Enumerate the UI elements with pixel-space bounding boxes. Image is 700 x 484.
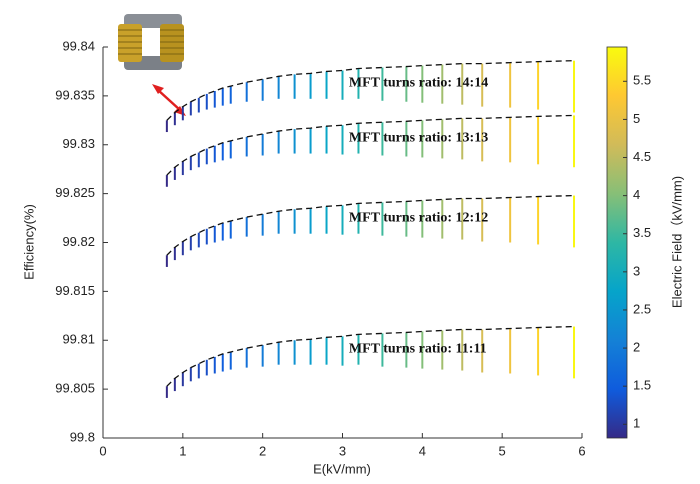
colorbar bbox=[607, 47, 627, 438]
y-tick-label: 99.825 bbox=[55, 185, 95, 200]
y-tick-label: 99.81 bbox=[62, 332, 95, 347]
x-tick-label: 1 bbox=[179, 443, 186, 458]
y-tick-label: 99.84 bbox=[62, 38, 95, 53]
y-tick-label: 99.83 bbox=[62, 136, 95, 151]
colorbar-tick-label: 2 bbox=[633, 339, 640, 354]
series-annotation: MFT turns ratio: 14:14 bbox=[349, 76, 488, 91]
y-tick-label: 99.82 bbox=[62, 234, 95, 249]
colorbar-tick-label: 3.5 bbox=[633, 225, 651, 240]
x-tick-label: 3 bbox=[339, 443, 346, 458]
x-tick-label: 4 bbox=[419, 443, 426, 458]
x-tick-label: 6 bbox=[578, 443, 585, 458]
chart: E(kV/mm) Efficiency(%) Electric Field（kV… bbox=[0, 0, 700, 484]
colorbar-tick-label: 2.5 bbox=[633, 301, 651, 316]
x-tick-label: 5 bbox=[499, 443, 506, 458]
series-annotation: MFT turns ratio: 13:13 bbox=[349, 130, 488, 145]
red-arrow bbox=[152, 84, 186, 116]
y-tick-label: 99.815 bbox=[55, 283, 95, 298]
transformer-icon bbox=[118, 14, 184, 70]
colorbar-tick-label: 1 bbox=[633, 416, 640, 431]
colorbar-tick-label: 1.5 bbox=[633, 378, 651, 393]
x-tick-label: 0 bbox=[99, 443, 106, 458]
x-axis-label: E(kV/mm) bbox=[313, 461, 371, 476]
colorbar-label: Electric Field（kV/mm) bbox=[669, 176, 684, 308]
colorbar-tick-label: 5.5 bbox=[633, 73, 651, 88]
x-tick-label: 2 bbox=[259, 443, 266, 458]
y-tick-label: 99.805 bbox=[55, 381, 95, 396]
y-tick-label: 99.835 bbox=[55, 87, 95, 102]
y-tick-label: 99.8 bbox=[70, 429, 95, 444]
colorbar-tick-label: 3 bbox=[633, 263, 640, 278]
colorbar-tick-label: 4 bbox=[633, 187, 640, 202]
y-axis-label: Efficiency(%) bbox=[21, 204, 36, 280]
colorbar-tick-label: 4.5 bbox=[633, 149, 651, 164]
series-annotation: MFT turns ratio: 11:11 bbox=[349, 342, 487, 357]
colorbar-tick-label: 5 bbox=[633, 111, 640, 126]
series-annotation: MFT turns ratio: 12:12 bbox=[349, 211, 488, 226]
